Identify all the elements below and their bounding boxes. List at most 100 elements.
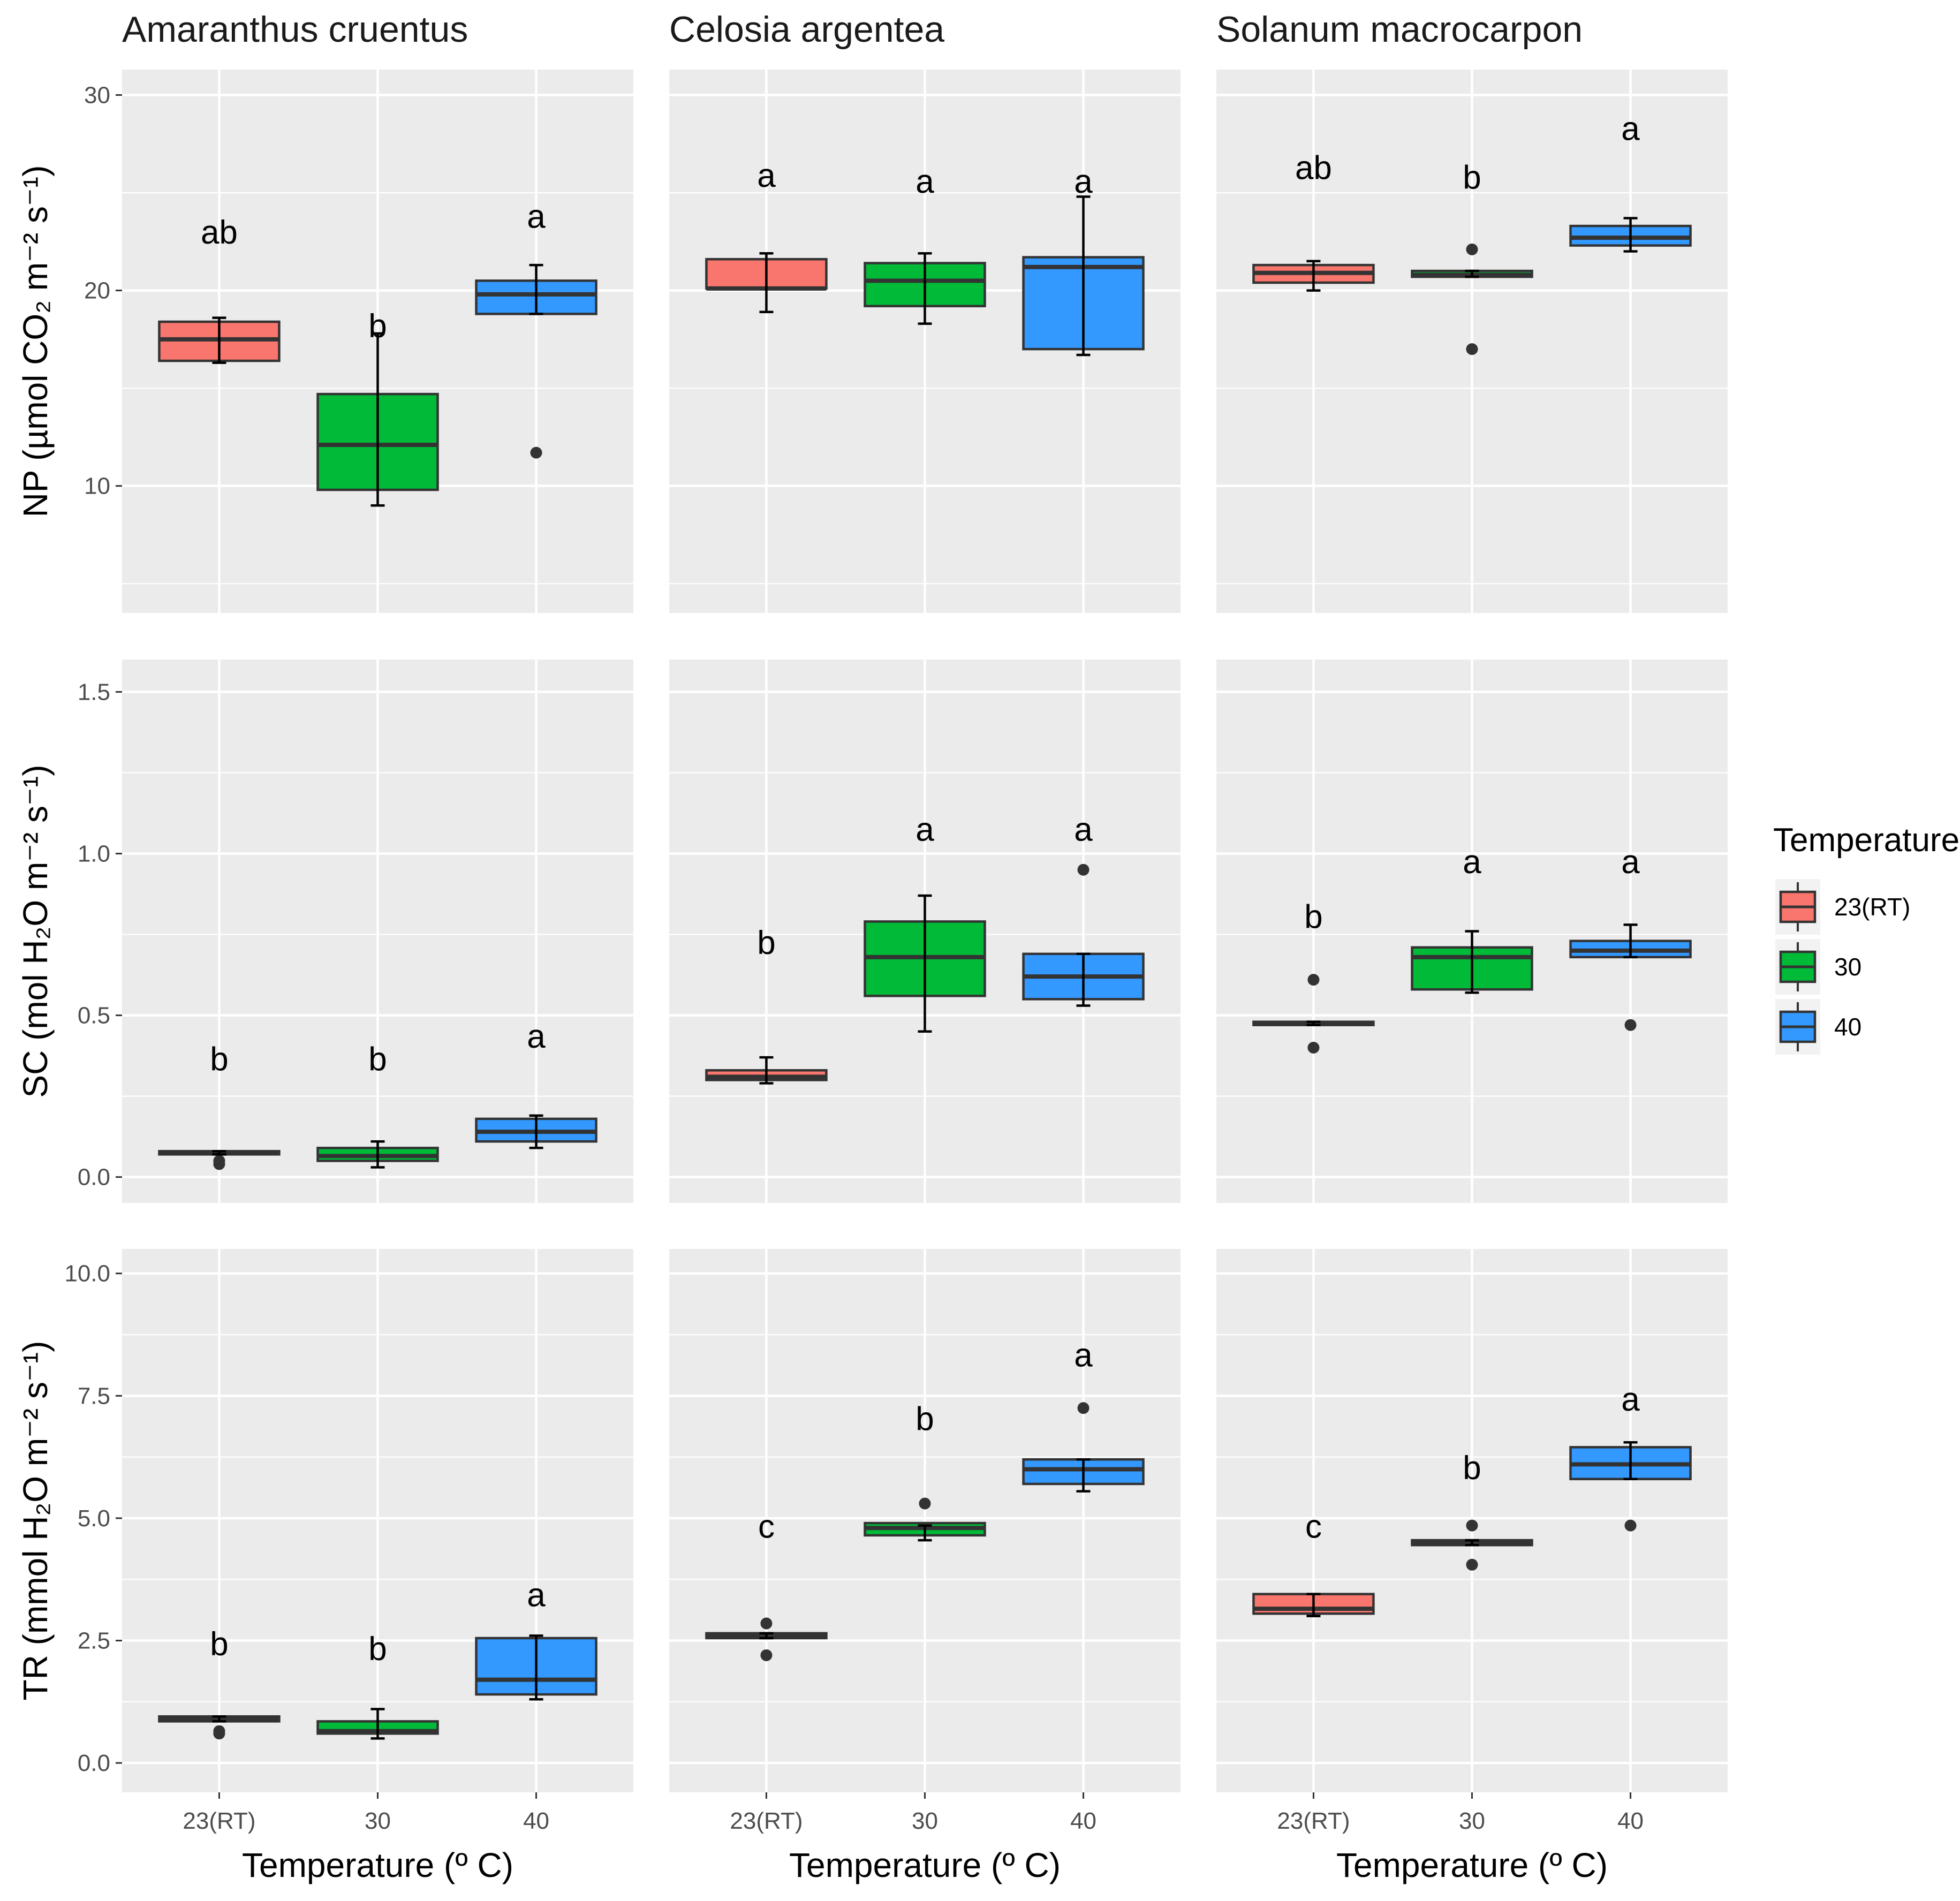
significance-letter: b [210, 1626, 228, 1663]
box-group-23(RT): c [705, 1509, 828, 1661]
significance-letter: b [210, 1041, 228, 1078]
box-group-30: b [1411, 1450, 1533, 1571]
box-group-40: a [475, 1577, 597, 1701]
panel-np-3: ab b a [1216, 70, 1728, 613]
box-group-40: a [1022, 163, 1145, 357]
box-group-23(RT): ab [1252, 149, 1375, 292]
facet-title: Celosia argentea [669, 9, 944, 50]
x-tick-label: 23(RT) [1277, 1808, 1350, 1834]
y-tick-label: 1.5 [78, 679, 110, 705]
x-tick-label: 23(RT) [183, 1808, 255, 1834]
outlier-point [919, 1497, 931, 1510]
panel-tr-2: c b a [669, 1249, 1180, 1792]
y-axis-title-np: NP (µmol CO₂ m⁻² s⁻¹) [16, 165, 55, 518]
box-group-23(RT): ab [158, 214, 281, 364]
box-group-23(RT): b [158, 1626, 281, 1740]
significance-letter: a [1621, 844, 1640, 881]
significance-letter: a [1074, 1337, 1093, 1374]
box-group-40: a [475, 1018, 597, 1149]
outlier-point [760, 1649, 773, 1661]
y-tick-label: 5.0 [78, 1505, 110, 1532]
box-group-30: b [864, 1400, 986, 1542]
significance-letter: c [1305, 1509, 1322, 1546]
legend-label: 30 [1834, 953, 1861, 981]
significance-letter: b [1463, 1450, 1481, 1487]
significance-letter: a [915, 163, 934, 200]
outlier-point [1307, 1042, 1320, 1054]
significance-letter: a [1621, 110, 1640, 147]
significance-letter: a [1463, 844, 1481, 881]
x-axes: 23(RT) 30 40 Temperature (º C) 23(RT) 30 40 Tem… [183, 1792, 1644, 1884]
significance-letter: a [1074, 811, 1093, 848]
box-group-40: a [1569, 1381, 1692, 1532]
outlier-point [1077, 1402, 1089, 1414]
panel-sc-2: b a a [669, 660, 1180, 1203]
significance-letter: a [527, 1018, 546, 1055]
y-axis-title-tr: TR (mmol H₂O m⁻² s⁻¹) [16, 1341, 55, 1701]
outlier-point [1466, 343, 1478, 355]
x-tick-label: 40 [523, 1808, 549, 1834]
box-group-30: a [864, 811, 986, 1033]
y-tick-label: 0.5 [78, 1003, 110, 1029]
x-axis-title: Temperature (º C) [789, 1846, 1061, 1884]
y-tick-label: 7.5 [78, 1383, 110, 1409]
legend-item: 30 [1775, 939, 1861, 995]
panel-np-1: ab b a [122, 70, 633, 613]
significance-letter: a [1621, 1381, 1640, 1418]
significance-letter: b [368, 1041, 387, 1078]
significance-letter: c [758, 1509, 775, 1546]
outlier-point [213, 1158, 225, 1170]
significance-letter: b [1304, 898, 1322, 935]
panel-sc-3: b a a [1216, 660, 1728, 1203]
facet-title: Amaranthus cruentus [122, 9, 468, 50]
y-tick-label: 30 [84, 82, 110, 108]
strip-labels: Amaranthus cruentus Celosia argentea Solan… [122, 9, 1583, 50]
box-group-30: b [316, 1631, 439, 1740]
box-group-40: a [1022, 811, 1145, 1007]
outlier-point [1466, 1519, 1478, 1532]
box-group-30: a [864, 163, 986, 325]
box-group-30: a [1411, 844, 1533, 994]
x-tick-label: 40 [1070, 1808, 1096, 1834]
box-group-40: a [475, 199, 597, 459]
significance-letter: b [915, 1400, 934, 1437]
y-tick-label: 20 [84, 278, 110, 304]
outlier-point [1624, 1519, 1637, 1532]
legend: Temperature 23(RT) 30 40 [1773, 822, 1959, 1055]
x-axis-title: Temperature (º C) [242, 1846, 513, 1884]
box-group-40: a [1022, 1337, 1145, 1493]
y-tick-label: 0.0 [78, 1164, 110, 1191]
outlier-point [1624, 1019, 1637, 1031]
y-tick-label: 10.0 [64, 1261, 110, 1287]
x-tick-label: 40 [1617, 1808, 1644, 1834]
significance-letter: ab [1295, 149, 1332, 186]
outlier-point [1466, 243, 1478, 255]
y-tick-label: 10 [84, 473, 110, 499]
y-tick-label: 2.5 [78, 1628, 110, 1654]
significance-letter: b [368, 308, 387, 345]
box-group-23(RT): b [705, 925, 828, 1085]
x-tick-label: 23(RT) [730, 1808, 803, 1834]
y-axis-title-sc: SC (mol H₂O m⁻² s⁻¹) [16, 764, 55, 1097]
y-tick-label: 0.0 [78, 1750, 110, 1776]
x-tick-label: 30 [1459, 1808, 1485, 1834]
box-group-40: a [1569, 110, 1692, 253]
box-group-23(RT): b [158, 1041, 281, 1170]
facet-title: Solanum macrocarpon [1216, 9, 1583, 50]
outlier-point [760, 1617, 773, 1630]
significance-letter: ab [201, 214, 238, 251]
x-tick-label: 30 [365, 1808, 391, 1834]
panel-tr-1: b b a [122, 1249, 633, 1792]
box-group-23(RT): c [1252, 1509, 1375, 1618]
box-group-30: b [316, 308, 439, 507]
outlier-point [530, 446, 542, 459]
significance-letter: a [915, 811, 934, 848]
box-group-23(RT): b [1252, 898, 1375, 1054]
significance-letter: a [527, 199, 546, 236]
outlier-point [1077, 864, 1089, 876]
legend-item: 40 [1775, 999, 1861, 1055]
significance-letter: a [1074, 163, 1093, 200]
